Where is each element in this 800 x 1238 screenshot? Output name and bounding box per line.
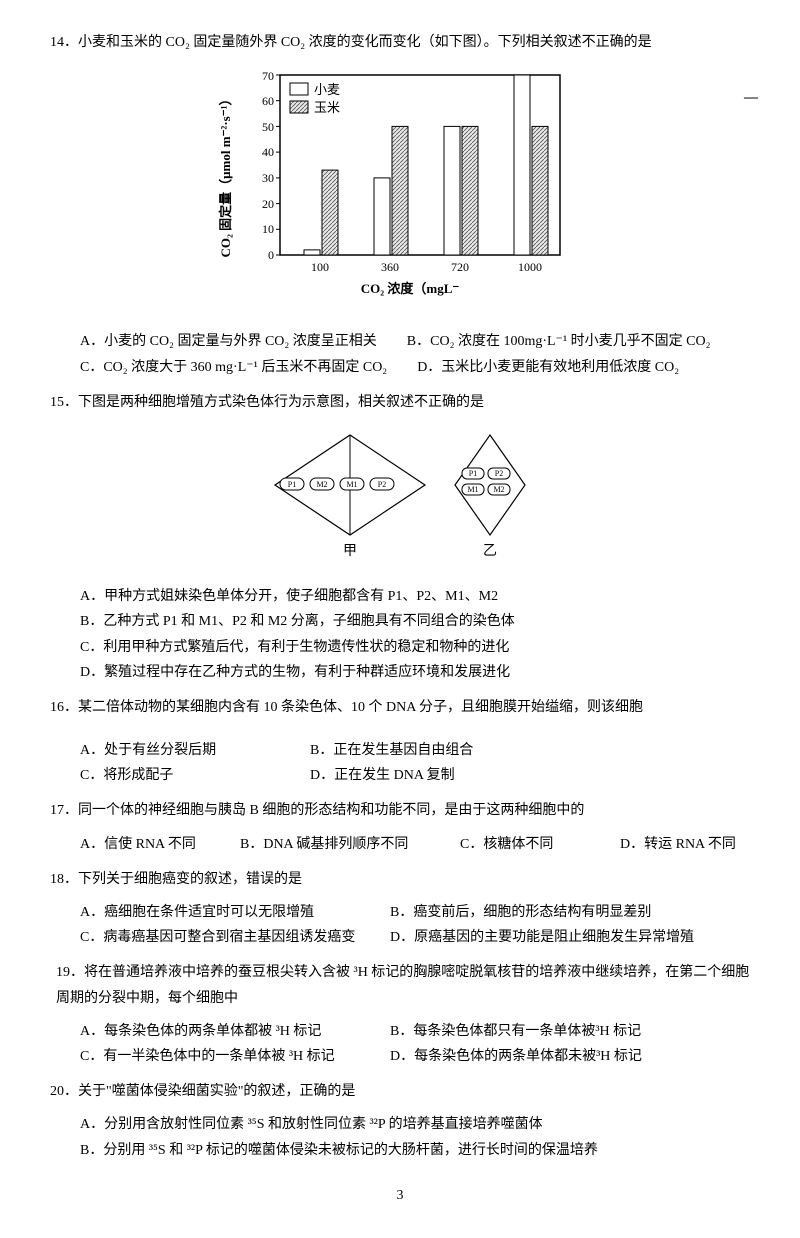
q17-B: B．DNA 碱基排列顺序不同 (240, 832, 430, 857)
q19-A: A．每条染色体的两条单体都被 ³H 标记 (80, 1019, 360, 1044)
q15-A: A．甲种方式姐妹染色单体分开，使子细胞都含有 P1、P2、M1、M2 (80, 584, 750, 609)
q18-stem: 下列关于细胞癌变的叙述，错误的是 (78, 872, 302, 887)
svg-text:乙: 乙 (483, 543, 497, 559)
q19-C: C．有一半染色体中的一条单体被 ³H 标记 (80, 1044, 360, 1069)
svg-text:P1: P1 (288, 480, 296, 489)
svg-text:70: 70 (262, 69, 274, 83)
q18-C: C．病毒癌基因可整合到宿主基因组诱发癌变 (80, 925, 360, 950)
svg-text:M1: M1 (346, 480, 357, 489)
q17-A: A．信使 RNA 不同 (80, 832, 210, 857)
q16-num: 16． (50, 700, 78, 715)
svg-text:100: 100 (311, 260, 329, 274)
svg-text:M2: M2 (316, 480, 327, 489)
q15-B: B．乙种方式 P1 和 M1、P2 和 M2 分离，子细胞具有不同组合的染色体 (80, 609, 750, 634)
page-number: 3 (50, 1183, 750, 1208)
q19-B: B．每条染色体都只有一条单体被³H 标记 (390, 1019, 641, 1044)
q18-A: A．癌细胞在条件适宜时可以无限增殖 (80, 900, 360, 925)
q18: 18．下列关于细胞癌变的叙述，错误的是 (50, 867, 750, 892)
q15-num: 15． (50, 395, 78, 410)
svg-text:甲: 甲 (343, 544, 357, 559)
svg-text:50: 50 (262, 120, 274, 134)
q19-num: 19． (56, 965, 84, 980)
q16-D: D．正在发生 DNA 复制 (310, 763, 455, 788)
q15-diagram: P1 M2 M1 P2 甲 P1 P2 M1 M2 乙 (50, 430, 750, 569)
q17-stem: 同一个体的神经细胞与胰岛 B 细胞的形态结构和功能不同，是由于这两种细胞中的 (78, 803, 584, 818)
q19-D: D．每条染色体的两条单体都未被³H 标记 (390, 1044, 642, 1069)
q16-B: B．正在发生基因自由组合 (310, 738, 473, 763)
q20-A: A．分别用含放射性同位素 ³⁵S 和放射性同位素 ³²P 的培养基直接培养噬菌体 (80, 1112, 750, 1137)
svg-text:P1: P1 (469, 469, 477, 478)
legend-corn: 玉米 (314, 100, 340, 115)
q17-D: D．转运 RNA 不同 (620, 832, 750, 857)
q18-D: D．原癌基因的主要功能是阻止细胞发生异常增殖 (390, 925, 694, 950)
q16-C: C．将形成配子 (80, 763, 280, 788)
svg-text:M1: M1 (467, 485, 478, 494)
svg-text:P2: P2 (378, 480, 386, 489)
q18-num: 18． (50, 872, 78, 887)
y-axis-label: CO₂ 固定量（μmol m⁻²·s⁻¹） (218, 93, 233, 258)
q17-C: C．核糖体不同 (460, 832, 590, 857)
q15-stem: 下图是两种细胞增殖方式染色体行为示意图，相关叙述不正确的是 (78, 395, 484, 410)
svg-text:720: 720 (451, 260, 469, 274)
svg-text:360: 360 (381, 260, 399, 274)
svg-text:0: 0 (268, 248, 274, 262)
q15-C: C．利用甲种方式繁殖后代，有利于生物遗传性状的稳定和物种的进化 (80, 635, 750, 660)
q17-options: A．信使 RNA 不同 B．DNA 碱基排列顺序不同 C．核糖体不同 D．转运 … (80, 832, 750, 857)
q17: 17．同一个体的神经细胞与胰岛 B 细胞的形态结构和功能不同，是由于这两种细胞中… (50, 798, 750, 823)
q14-options: A．小麦的 CO₂ 固定量与外界 CO₂ 浓度呈正相关 B．CO₂ 浓度在 10… (80, 329, 750, 379)
svg-text:M2: M2 (493, 485, 504, 494)
q19: 19．将在普通培养液中培养的蚕豆根尖转入含被 ³H 标记的胸腺嘧啶脱氧核苷的培养… (50, 960, 750, 1010)
q14-D: D．玉米比小麦更能有效地利用低浓度 CO₂ (417, 355, 697, 380)
q19-stem: 将在普通培养液中培养的蚕豆根尖转入含被 ³H 标记的胸腺嘧啶脱氧核苷的培养液中继… (56, 965, 749, 1005)
top-dash: — (744, 85, 758, 110)
q15-options: A．甲种方式姐妹染色单体分开，使子细胞都含有 P1、P2、M1、M2 B．乙种方… (80, 584, 750, 685)
svg-text:10: 10 (262, 222, 274, 236)
q15: 15．下图是两种细胞增殖方式染色体行为示意图，相关叙述不正确的是 (50, 390, 750, 415)
q14: 14．小麦和玉米的 CO₂ 固定量随外界 CO₂ 浓度的变化而变化（如下图）。下… (50, 30, 750, 55)
svg-text:20: 20 (262, 197, 274, 211)
q16: 16．某二倍体动物的某细胞内含有 10 条染色体、10 个 DNA 分子，且细胞… (50, 695, 750, 720)
q18-options: A．癌细胞在条件适宜时可以无限增殖 B．癌变前后，细胞的形态结构有明显差别 C．… (80, 900, 750, 950)
q20-B: B．分别用 ³⁵S 和 ³²P 标记的噬菌体侵染未被标记的大肠杆菌，进行长时间的… (80, 1138, 750, 1163)
q16-A: A．处于有丝分裂后期 (80, 738, 280, 763)
q19-options: A．每条染色体的两条单体都被 ³H 标记 B．每条染色体都只有一条单体被³H 标… (80, 1019, 750, 1069)
x-axis-label: CO₂ 浓度（mgL⁻ (361, 281, 460, 296)
svg-text:P2: P2 (495, 469, 503, 478)
legend-wheat: 小麦 (314, 82, 340, 97)
q15-D: D．繁殖过程中存在乙种方式的生物，有利于种群适应环境和发展进化 (80, 660, 750, 685)
q17-num: 17． (50, 803, 78, 818)
q20: 20．关于"噬菌体侵染细菌实验"的叙述，正确的是 (50, 1079, 750, 1104)
svg-text:30: 30 (262, 171, 274, 185)
q20-stem: 关于"噬菌体侵染细菌实验"的叙述，正确的是 (78, 1084, 355, 1099)
q16-options: A．处于有丝分裂后期 B．正在发生基因自由组合 C．将形成配子 D．正在发生 D… (80, 738, 750, 788)
q14-B: B．CO₂ 浓度在 100mg·L⁻¹ 时小麦几乎不固定 CO₂ (407, 329, 711, 354)
q16-stem: 某二倍体动物的某细胞内含有 10 条染色体、10 个 DNA 分子，且细胞膜开始… (78, 700, 643, 715)
q18-B: B．癌变前后，细胞的形态结构有明显差别 (390, 900, 670, 925)
q14-num: 14． (50, 35, 78, 50)
q14-C: C．CO₂ 浓度大于 360 mg·L⁻¹ 后玉米不再固定 CO₂ (80, 355, 387, 380)
q14-A: A．小麦的 CO₂ 固定量与外界 CO₂ 浓度呈正相关 (80, 329, 377, 354)
svg-text:60: 60 (262, 94, 274, 108)
svg-text:40: 40 (262, 145, 274, 159)
svg-text:1000: 1000 (518, 260, 542, 274)
q20-num: 20． (50, 1084, 78, 1099)
q20-options: A．分别用含放射性同位素 ³⁵S 和放射性同位素 ³²P 的培养基直接培养噬菌体… (80, 1112, 750, 1162)
q14-stem: 小麦和玉米的 CO₂ 固定量随外界 CO₂ 浓度的变化而变化（如下图）。下列相关… (78, 35, 652, 50)
q14-chart: 0 10 20 30 40 50 60 70 100 360 720 1000 (210, 65, 590, 314)
